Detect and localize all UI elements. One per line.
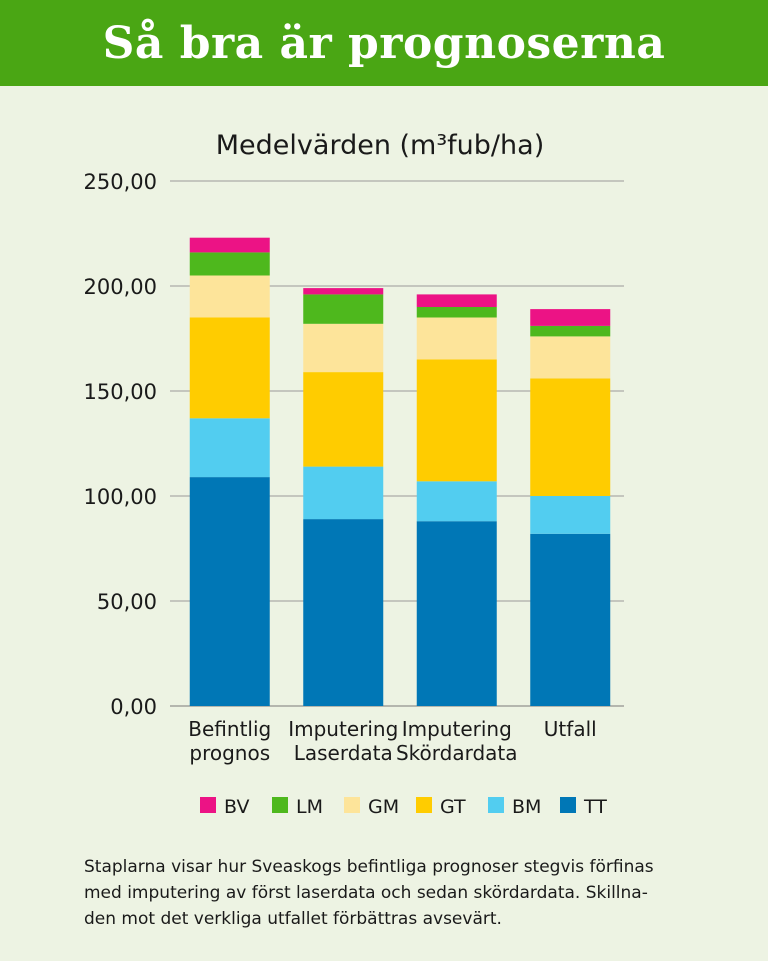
legend-label: GT — [440, 796, 466, 818]
legend-swatch — [272, 797, 288, 813]
bar-segment-tt — [303, 519, 384, 706]
x-tick-label-line: Skördardata — [396, 741, 518, 765]
bar-segment-bv — [530, 309, 611, 326]
x-tick-label-line: Befintlig — [188, 717, 271, 741]
bar-segment-gm — [303, 323, 384, 373]
bar-stack — [189, 237, 270, 706]
chart-title: Medelvärden (m³fub/ha) — [216, 130, 544, 161]
legend-label: TT — [583, 796, 607, 818]
legend-swatch — [560, 797, 576, 813]
x-tick-label-line: prognos — [189, 741, 270, 765]
bar-segment-gm — [530, 336, 611, 379]
y-tick-label: 50,00 — [97, 590, 157, 614]
bar-segment-bv — [303, 288, 384, 295]
x-tick-label-line: Laserdata — [294, 741, 393, 765]
bar-segment-gt — [189, 317, 270, 419]
bar-segment-bv — [416, 294, 497, 307]
caption-line: med imputering av först laserdata och se… — [84, 883, 648, 903]
legend-swatch — [200, 797, 216, 813]
bar-stack — [303, 288, 384, 706]
bar-segment-lm — [189, 252, 270, 276]
x-tick-label: Utfall — [544, 717, 597, 741]
bar-segment-gt — [416, 359, 497, 482]
legend-swatch — [416, 797, 432, 813]
bar-stack — [416, 294, 497, 706]
legend-item: TT — [560, 796, 607, 818]
caption-line: den mot det verkliga utfallet förbättras… — [84, 909, 502, 929]
legend-label: GM — [368, 796, 399, 818]
x-tick-label-line: Imputering — [288, 717, 398, 741]
bar-segment-gm — [416, 317, 497, 360]
header-banner: Så bra är prognoserna — [0, 0, 768, 86]
bar-segment-tt — [530, 533, 611, 706]
legend: BV LM GM GT BM TT — [200, 796, 607, 818]
x-tick-label: Imputering Skördardata — [396, 717, 518, 765]
bar-segment-tt — [189, 477, 270, 706]
bars — [189, 237, 611, 706]
stacked-bar-chart: Medelvärden (m³fub/ha) 0,00 50,00 100,00 15… — [84, 130, 624, 818]
chart-caption: Staplarna visar hur Sveaskogs befintliga… — [84, 854, 704, 932]
legend-item: GM — [344, 796, 399, 818]
x-tick-label-line: Utfall — [544, 717, 597, 741]
legend-swatch — [344, 797, 360, 813]
legend-swatch — [488, 797, 504, 813]
legend-label: LM — [296, 796, 323, 818]
caption-line: Staplarna visar hur Sveaskogs befintliga… — [84, 857, 654, 877]
y-tick-label: 0,00 — [110, 695, 157, 719]
x-tick-label: Befintlig prognos — [188, 717, 271, 765]
bar-segment-lm — [530, 325, 611, 337]
bar-segment-bm — [416, 481, 497, 522]
y-tick-label: 250,00 — [84, 170, 157, 194]
bar-segment-bm — [530, 496, 611, 534]
bar-segment-lm — [416, 307, 497, 318]
bar-segment-gt — [303, 372, 384, 467]
bar-segment-bm — [189, 418, 270, 478]
y-tick-label: 100,00 — [84, 485, 157, 509]
bar-stack — [530, 309, 611, 706]
legend-item: LM — [272, 796, 323, 818]
x-tick-label-line: Imputering — [402, 717, 512, 741]
y-axis-ticks: 0,00 50,00 100,00 150,00 200,00 250,00 — [84, 170, 157, 719]
legend-item: BM — [488, 796, 541, 818]
page-title: Så bra är prognoserna — [102, 17, 666, 69]
bar-segment-gm — [189, 275, 270, 318]
bar-segment-tt — [416, 521, 497, 706]
bar-segment-bv — [189, 237, 270, 253]
bar-segment-bm — [303, 466, 384, 520]
bar-segment-gt — [530, 378, 611, 496]
legend-item: GT — [416, 796, 466, 818]
y-tick-label: 200,00 — [84, 275, 157, 299]
bar-segment-lm — [303, 294, 384, 324]
y-tick-label: 150,00 — [84, 380, 157, 404]
legend-label: BM — [512, 796, 541, 818]
x-tick-label: Imputering Laserdata — [288, 717, 398, 765]
legend-item: BV — [200, 796, 249, 818]
legend-label: BV — [224, 796, 249, 818]
